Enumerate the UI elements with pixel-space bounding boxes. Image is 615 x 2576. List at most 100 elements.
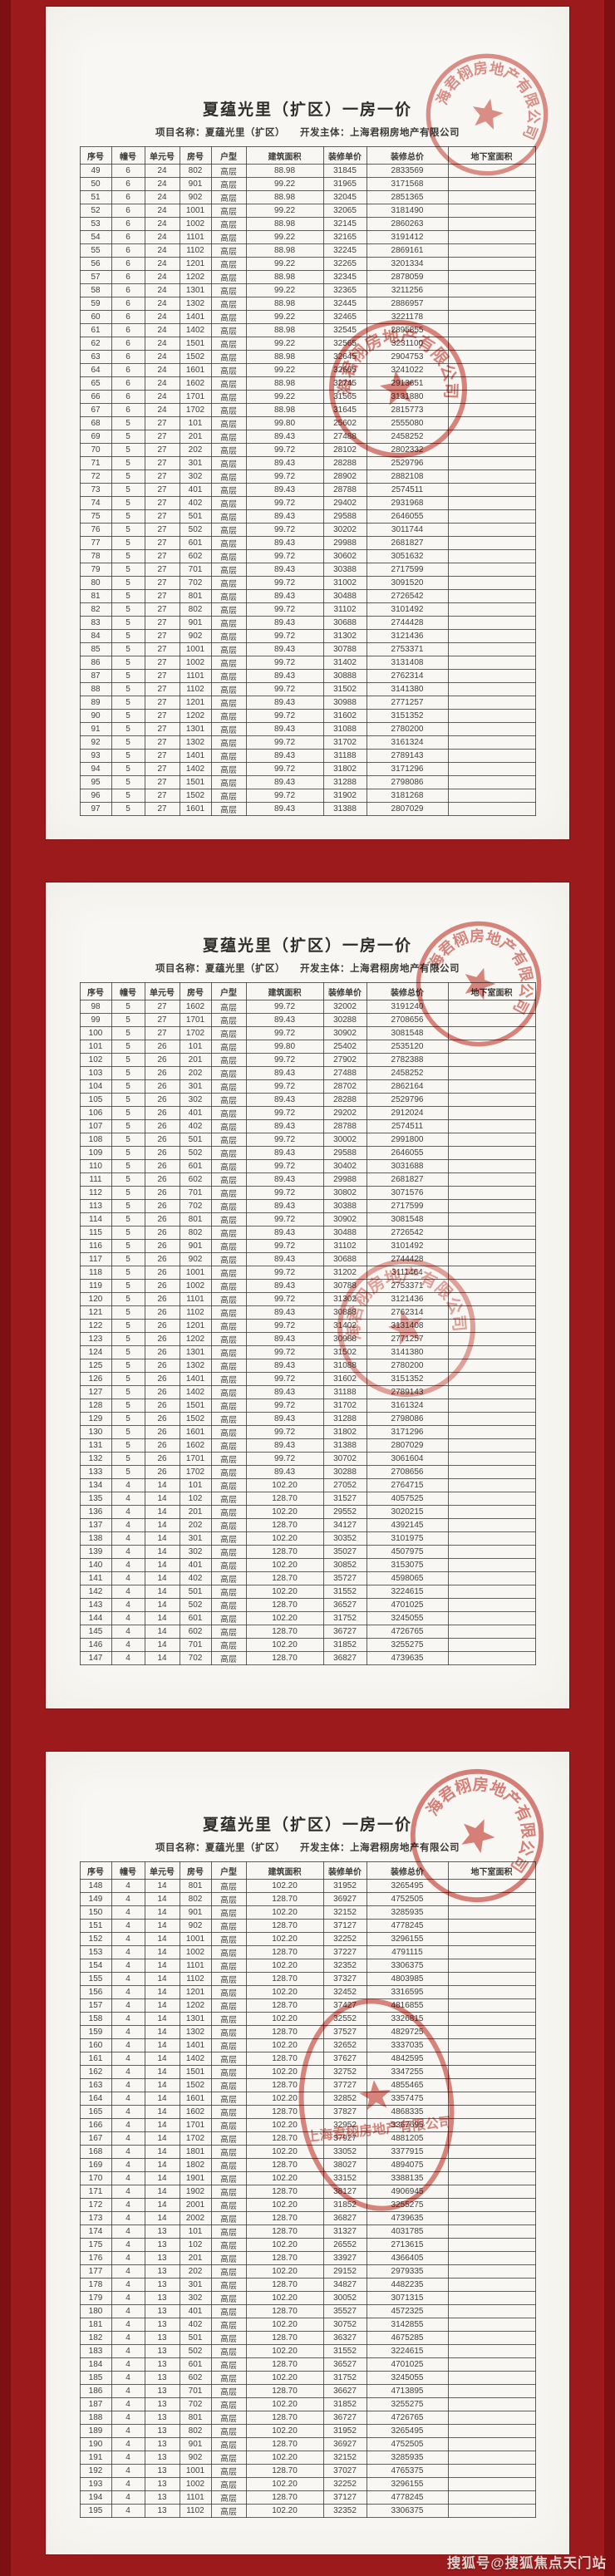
table-cell: 37427	[322, 1998, 367, 2013]
table-cell: 6	[111, 297, 145, 311]
table-cell: 902	[179, 1252, 212, 1266]
table-cell: 3151352	[366, 1372, 449, 1386]
table-cell: 4906945	[366, 2185, 449, 2199]
table-cell: 73	[79, 483, 112, 497]
table-cell: 高层	[210, 1186, 247, 1200]
table-cell: 32252	[322, 2477, 367, 2491]
table-cell: 2753371	[366, 642, 449, 656]
table-cell: 3071576	[366, 1186, 449, 1200]
table-cell: 27	[144, 456, 180, 470]
table-cell: 30888	[322, 669, 367, 683]
table-cell	[447, 2264, 536, 2279]
table-cell: 102.20	[245, 2238, 324, 2252]
price-table-header: 序号 幢号 单元号 房号 户型 建筑面积 装修单价 装修总价 地下室面积	[79, 982, 536, 1000]
table-row: 181 4 13 402 高层 102.20 30752 3142855	[79, 2318, 536, 2332]
table-cell: 64	[79, 363, 112, 377]
table-cell: 5	[111, 1425, 145, 1439]
table-row: 70 5 27 202 高层 99.72 28102 2802332	[79, 443, 536, 457]
table-cell: 1002	[179, 1945, 212, 1959]
table-cell: 89.43	[245, 1438, 324, 1453]
table-cell: 31202	[322, 1266, 367, 1280]
table-cell	[447, 1399, 536, 1413]
table-cell: 2708656	[366, 1013, 449, 1027]
table-row: 65 6 24 1602 高层 88.98 32745 2913651	[79, 376, 536, 391]
table-cell: 99.72	[245, 789, 324, 803]
table-cell: 92	[79, 735, 112, 750]
table-cell: 32645	[322, 350, 367, 364]
col-header-unit-price: 装修单价	[322, 146, 367, 165]
table-row: 90 5 27 1202 高层 99.72 31602 3151352	[79, 709, 536, 723]
table-cell: 5	[111, 1292, 145, 1306]
table-cell: 89	[79, 696, 112, 710]
table-cell: 108	[79, 1133, 112, 1147]
table-cell: 37727	[322, 2078, 367, 2092]
table-row: 125 5 26 1302 高层 89.43 31088 2780200	[79, 1359, 536, 1373]
table-cell: 102.20	[245, 2065, 324, 2079]
table-cell: 1001	[179, 2464, 212, 2478]
table-cell: 3191412	[366, 230, 449, 244]
table-cell: 14	[144, 2052, 180, 2066]
table-row: 79 5 27 701 高层 89.43 30388 2717599	[79, 563, 536, 577]
table-row: 76 5 27 502 高层 99.72 30202 3011744	[79, 523, 536, 537]
table-cell: 4	[111, 2078, 145, 2092]
table-row: 104 5 26 301 高层 99.72 28702 2862164	[79, 1079, 536, 1094]
table-cell: 128.70	[245, 1972, 324, 1986]
table-cell: 30388	[322, 1199, 367, 1213]
table-cell: 高层	[210, 1372, 247, 1386]
table-cell: 4726765	[366, 2411, 449, 2425]
col-header-serial: 序号	[79, 1861, 112, 1880]
table-cell: 14	[144, 1611, 180, 1625]
table-cell: 5	[111, 1399, 145, 1413]
table-cell: 4	[111, 2211, 145, 2225]
page-title: 夏蕴光里（扩区）一房一价	[202, 937, 412, 955]
table-cell: 2574511	[366, 483, 449, 497]
table-cell: 高层	[210, 1026, 247, 1040]
table-cell: 24	[144, 376, 180, 391]
table-cell: 高层	[210, 1133, 247, 1147]
table-cell: 5	[111, 1465, 145, 1479]
table-cell: 30488	[322, 1226, 367, 1240]
table-cell: 102	[179, 2238, 212, 2252]
table-cell: 14	[144, 1945, 180, 1959]
table-cell: 2780200	[366, 1359, 449, 1373]
table-row: 86 5 27 1002 高层 99.72 31402 3131408	[79, 656, 536, 670]
table-cell	[447, 1199, 536, 1213]
table-cell: 32452	[322, 1985, 367, 1999]
col-header-basement-area: 地下室面积	[447, 1861, 536, 1880]
table-cell: 37927	[322, 2131, 367, 2146]
table-cell: 14	[144, 1998, 180, 2013]
table-cell: 102.20	[245, 2397, 324, 2411]
table-cell: 72	[79, 469, 112, 484]
table-cell: 4598065	[366, 1571, 449, 1585]
table-cell: 201	[179, 1053, 212, 1067]
table-cell: 5	[111, 682, 145, 696]
table-cell: 30902	[322, 1212, 367, 1227]
table-cell: 301	[179, 2278, 212, 2292]
table-cell	[447, 2092, 536, 2106]
table-cell: 3285935	[366, 1905, 449, 1920]
table-cell: 2886957	[366, 297, 449, 311]
table-cell: 122	[79, 1319, 112, 1333]
table-cell: 14	[144, 1518, 180, 1532]
table-cell: 14	[144, 2012, 180, 2026]
table-cell: 26	[144, 1332, 180, 1346]
table-cell: 32165	[322, 230, 367, 244]
table-cell: 117	[79, 1252, 112, 1266]
table-cell: 3306375	[366, 2504, 449, 2518]
table-cell: 175	[79, 2238, 112, 2252]
table-cell: 147	[79, 1651, 112, 1665]
table-cell	[447, 1945, 536, 1959]
table-cell: 13	[144, 2504, 180, 2518]
table-cell: 26	[144, 1279, 180, 1293]
table-cell: 102.20	[245, 2038, 324, 2052]
table-cell: 102.20	[245, 2198, 324, 2212]
table-cell	[447, 682, 536, 696]
table-cell: 31852	[322, 1638, 367, 1652]
table-cell	[447, 1518, 536, 1532]
table-cell: 76	[79, 523, 112, 537]
table-cell: 3081548	[366, 1212, 449, 1227]
table-cell: 86	[79, 656, 112, 670]
table-cell: 24	[144, 204, 180, 218]
table-cell: 14	[144, 1505, 180, 1519]
table-cell: 107	[79, 1119, 112, 1133]
